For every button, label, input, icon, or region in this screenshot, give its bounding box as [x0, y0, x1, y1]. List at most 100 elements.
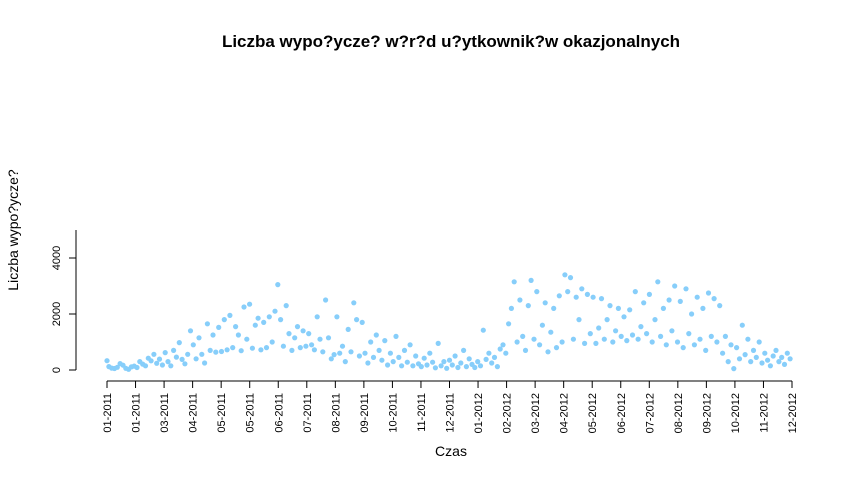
data-point: [508, 305, 514, 311]
data-point: [249, 345, 255, 351]
data-point: [247, 301, 253, 307]
data-point: [621, 314, 627, 320]
data-point: [404, 359, 410, 365]
data-point: [339, 343, 346, 349]
data-point: [565, 289, 571, 295]
data-point: [672, 283, 678, 289]
data-point: [618, 333, 624, 339]
data-point: [607, 303, 613, 309]
data-point: [365, 360, 371, 366]
y-tick-label: 4000: [51, 246, 63, 270]
data-point: [717, 303, 723, 309]
data-point: [387, 350, 393, 356]
data-point: [528, 277, 534, 283]
data-point: [779, 354, 785, 360]
y-axis: 0 2000 4000: [51, 230, 77, 373]
data-point: [511, 279, 517, 285]
data-point: [714, 339, 720, 345]
y-axis-label: Liczba wypo?ycze?: [5, 169, 21, 291]
x-tick-label: 01-2011: [131, 393, 143, 433]
data-point: [522, 347, 529, 353]
data-point: [401, 347, 408, 353]
data-point: [297, 345, 303, 351]
data-point: [227, 312, 233, 318]
x-tick-label: 06-2011: [273, 393, 285, 433]
x-tick-label: 02-2012: [502, 393, 514, 433]
x-tick-label: 07-2012: [644, 393, 656, 433]
data-point: [748, 359, 754, 365]
data-point: [370, 354, 377, 360]
data-point: [689, 311, 695, 317]
data-point: [776, 359, 782, 365]
data-point: [280, 343, 286, 349]
data-point: [452, 353, 458, 359]
data-point: [438, 363, 444, 369]
data-point: [272, 308, 278, 314]
data-point: [669, 328, 675, 334]
data-point: [765, 357, 771, 363]
data-point: [627, 307, 633, 313]
data-point: [300, 328, 306, 334]
data-point: [176, 340, 182, 346]
data-point: [193, 356, 199, 362]
data-point: [694, 294, 700, 300]
data-point: [655, 279, 661, 285]
data-point: [148, 358, 154, 364]
data-point: [708, 333, 714, 339]
data-point: [303, 343, 309, 349]
data-point: [491, 354, 498, 360]
data-point: [784, 350, 790, 356]
x-tick-label: 01-2012: [473, 393, 485, 433]
data-point: [235, 332, 241, 338]
data-point: [514, 339, 520, 345]
data-point: [325, 335, 332, 341]
x-tick-label: 11-2012: [758, 393, 770, 433]
data-point: [224, 347, 230, 353]
data-point: [461, 347, 467, 353]
data-point: [407, 342, 413, 348]
data-point: [269, 339, 275, 345]
data-point: [652, 317, 658, 323]
data-point: [382, 338, 388, 344]
x-tick-label: 03-2012: [530, 393, 542, 433]
data-point: [542, 300, 548, 306]
data-point: [582, 340, 588, 346]
data-point: [142, 363, 149, 369]
data-point: [328, 356, 334, 362]
data-point: [559, 339, 565, 345]
x-tick-label: 08-2011: [330, 393, 342, 433]
data-point: [168, 363, 174, 369]
data-point: [151, 351, 157, 357]
data-point: [345, 326, 351, 332]
data-point: [697, 336, 703, 342]
data-point: [458, 360, 464, 366]
chart-title: Liczba wypo?ycze? w?r?d u?ytkownik?w oka…: [222, 32, 680, 51]
data-point: [241, 304, 247, 310]
data-point: [489, 360, 495, 366]
x-tick-label: 12-2012: [787, 393, 799, 433]
data-point: [283, 303, 289, 309]
x-tick-label: 04-2012: [559, 393, 571, 433]
data-point: [601, 336, 607, 342]
data-point: [728, 342, 734, 348]
data-point: [255, 315, 261, 321]
plot-points: [104, 272, 793, 372]
x-tick-label: 05-2011: [245, 393, 257, 433]
data-point: [525, 303, 531, 309]
x-tick-label: 05-2011: [216, 393, 228, 433]
data-point: [368, 339, 374, 345]
data-point: [466, 356, 472, 362]
data-point: [173, 354, 179, 360]
data-point: [379, 357, 385, 363]
data-point: [660, 305, 667, 311]
data-point: [629, 332, 636, 338]
data-point: [700, 305, 706, 311]
data-point: [385, 362, 391, 368]
data-point: [216, 324, 222, 330]
data-point: [725, 359, 731, 365]
data-point: [615, 305, 622, 311]
data-point: [556, 293, 562, 299]
x-tick-label: 09-2012: [701, 393, 713, 433]
data-point: [410, 363, 416, 369]
data-point: [477, 363, 484, 369]
